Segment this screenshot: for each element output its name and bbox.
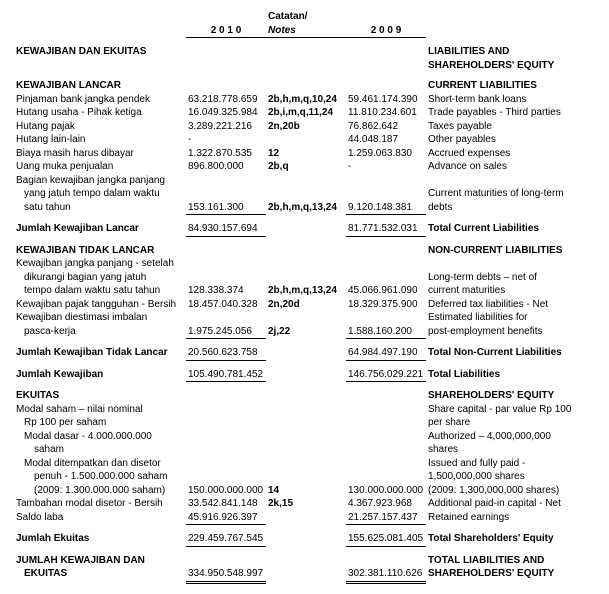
notes-header-en: Notes [266,24,346,38]
row-re: Saldo laba 45.916.926.397 21.257.157.437… [14,511,598,525]
row-teq: Jumlah Ekuitas 229.459.767.545 155.625.0… [14,532,598,546]
row-tle-2: EKUITAS 334.950.548.997 302.381.110.626 … [14,567,598,582]
label-en2: SHAREHOLDERS' EQUITY [426,59,598,73]
section-liab-eq: KEWAJIBAN DAN EKUITAS LIABILITIES AND [14,45,598,59]
year-2010: 2 0 1 0 [186,24,266,38]
row-stbl: Pinjaman bank jangka pendek 63.218.778.6… [14,93,598,107]
header-row: Catatan/ [14,10,598,24]
row-pe-1: Kewajiban diestimasi imbalan Estimated l… [14,311,598,325]
row-oth: Hutang lain-lain - 44.048.187 Other paya… [14,133,598,147]
row-dtl: Kewajiban pajak tangguhan - Bersih 18.45… [14,298,598,312]
label-id: KEWAJIBAN DAN EKUITAS [14,45,186,59]
row-tle-1: JUMLAH KEWAJIBAN DAN TOTAL LIABILITIES A… [14,554,598,568]
section-equity: EKUITAS SHAREHOLDERS' EQUITY [14,389,598,403]
row-tncl: Jumlah Kewajiban Tidak Lancar 20.560.623… [14,346,598,360]
row-curmat-1: Bagian kewajiban jangka panjang [14,174,598,188]
row-curmat-2: yang jatuh tempo dalam waktu Current mat… [14,187,598,201]
row-tax: Hutang pajak 3.289.221.216 2n,20b 76.862… [14,120,598,134]
row-adv: Uang muka penjualan 896.800.000 2b,q - A… [14,160,598,174]
row-ltd-3: tempo dalam waktu satu tahun 128.338.374… [14,284,598,298]
balance-sheet-table: Catatan/ 2 0 1 0 Notes 2 0 0 9 KEWAJIBAN… [14,10,598,584]
section-noncur-liab: KEWAJIBAN TIDAK LANCAR NON-CURRENT LIABI… [14,244,598,258]
row-tl: Jumlah Kewajiban 105.490.781.452 146.756… [14,368,598,382]
row-tp: Hutang usaha - Pihak ketiga 16.049.325.9… [14,106,598,120]
row-ltd-1: Kewajiban jangka panjang - setelah [14,257,598,271]
row-pe-2: pasca-kerja 1.975.245.056 2j,22 1.588.16… [14,325,598,339]
label-en1: LIABILITIES AND [426,45,598,59]
row-ltd-2: dikurangi bagian yang jatuh Long-term de… [14,271,598,285]
row-tcl: Jumlah Kewajiban Lancar 84.930.157.694 8… [14,222,598,236]
row-curmat-3: satu tahun 153.161.300 2b,h,m,q,13,24 9.… [14,201,598,215]
year-row: 2 0 1 0 Notes 2 0 0 9 [14,24,598,38]
row-apic: Tambahan modal disetor - Bersih 33.542.8… [14,497,598,511]
row-acc: Biaya masih harus dibayar 1.322.870.535 … [14,147,598,161]
year-2009: 2 0 0 9 [346,24,426,38]
row-sc: (2009: 1.300.000.000 saham) 150.000.000.… [14,484,598,498]
notes-header-id: Catatan/ [266,10,346,24]
section-cur-liab: KEWAJIBAN LANCAR CURRENT LIABILITIES [14,79,598,93]
